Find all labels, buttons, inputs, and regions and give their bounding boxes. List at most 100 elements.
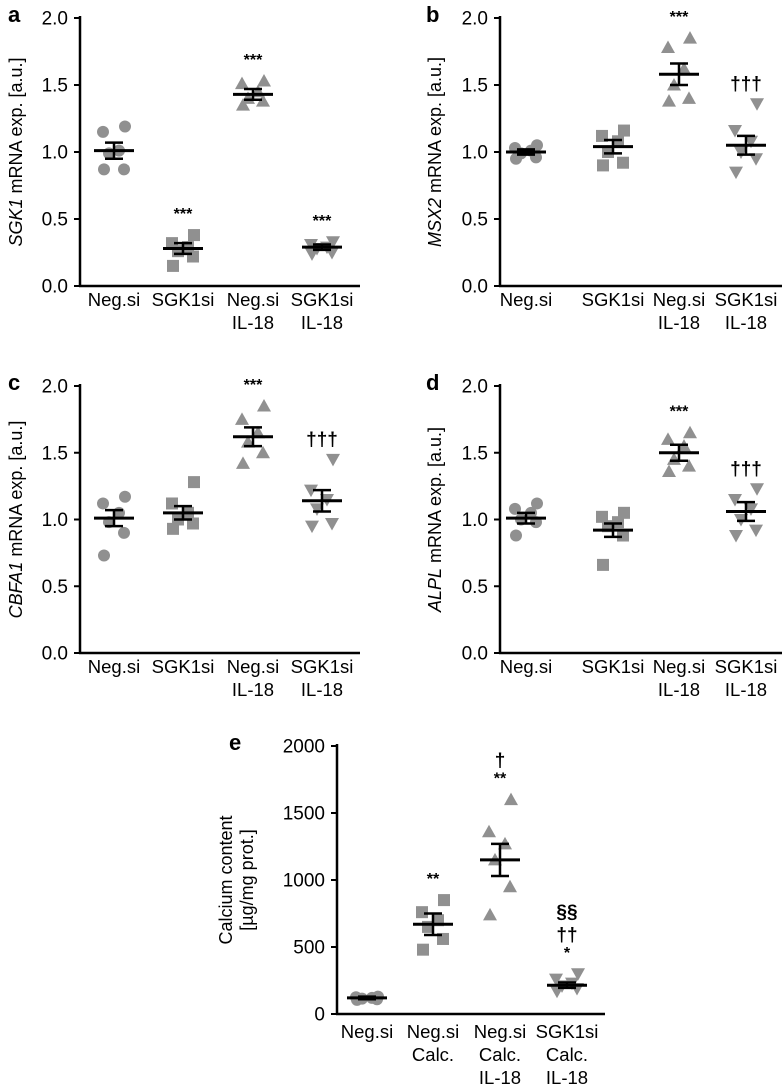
y-tick-label: 1500 [283, 804, 325, 825]
data-point [617, 529, 629, 542]
data-point [571, 968, 585, 981]
data-point [728, 125, 742, 138]
data-point [661, 40, 675, 53]
data-point [734, 146, 748, 159]
y-axis-label: MSX2 mRNA exp. [a.u.] [425, 57, 445, 247]
data-point [119, 490, 131, 503]
data-point [602, 146, 614, 158]
data-point [118, 163, 130, 176]
data-point [682, 91, 696, 104]
panel-letter: c [8, 370, 20, 395]
x-category-label: SGK1si IL-18 [715, 656, 778, 700]
data-point [483, 907, 497, 921]
data-point [119, 120, 131, 133]
data-point [326, 453, 340, 467]
group-2: ** [413, 871, 453, 956]
y-tick-label: 0.5 [42, 210, 68, 231]
y-tick-label: 0.5 [462, 210, 488, 231]
significance-annotation: ** [494, 771, 507, 788]
significance-annotation: *** [313, 213, 332, 230]
y-axis-label: SGK1 mRNA exp. [a.u.] [6, 57, 26, 246]
y-tick-label: 0.0 [462, 277, 488, 298]
data-point [683, 31, 697, 44]
data-point [167, 259, 179, 272]
x-category-label: SGK1si IL-18 [291, 289, 354, 333]
data-point [304, 484, 318, 498]
data-point [118, 526, 130, 539]
data-point [236, 98, 250, 111]
x-category-label: Neg.si [500, 656, 552, 677]
group-4: ††† [726, 74, 766, 180]
data-point [618, 506, 630, 519]
x-category-label: Neg.si IL-18 [227, 656, 279, 700]
x-category-label: Neg.si [88, 289, 140, 310]
group-3: *** [659, 9, 699, 107]
y-axis-label: CBFA1 mRNA exp. [a.u.] [6, 421, 26, 619]
data-point [531, 497, 543, 510]
y-tick-label: 0.5 [462, 577, 488, 598]
data-point [744, 135, 758, 149]
significance-annotation: *** [244, 377, 263, 394]
data-point [662, 94, 676, 107]
data-point [749, 153, 763, 166]
data-point [97, 497, 109, 510]
data-point [251, 425, 265, 439]
y-tick-label: 0.0 [42, 644, 68, 665]
x-category-label: Neg.si IL-18 [653, 656, 705, 700]
y-tick-label: 1.0 [462, 510, 488, 531]
x-category-label: Neg.si Calc. IL-18 [474, 1021, 526, 1088]
group-3: *** [233, 52, 273, 111]
data-point [416, 906, 428, 919]
y-axis-label: ALPL mRNA exp. [a.u.] [425, 427, 445, 613]
x-category-label: SGK1si IL-18 [291, 656, 354, 700]
group-2 [593, 124, 633, 172]
group-2 [593, 506, 633, 571]
panel-letter: e [229, 730, 241, 755]
data-point [98, 163, 110, 176]
data-point [749, 524, 763, 538]
significance-annotation: ††† [306, 429, 338, 450]
x-category-label: SGK1si [152, 656, 215, 677]
data-point [417, 943, 429, 956]
group-4: ††† [726, 459, 766, 543]
data-point [166, 237, 178, 250]
data-point [612, 135, 624, 148]
data-point [438, 894, 450, 907]
significance-annotation: ** [427, 871, 440, 888]
group-4: ††† [302, 429, 342, 534]
group-4: *** [302, 213, 342, 261]
y-tick-label: 2000 [283, 737, 325, 758]
panel-c: c 0.0 0.5 1.0 1.5 2.0 CBFA1 mRNA exp. [a.u.] Ne… [6, 370, 360, 700]
data-point [744, 503, 758, 516]
y-tick-label: 0.5 [42, 577, 68, 598]
data-point [325, 518, 339, 531]
data-point [241, 435, 255, 448]
data-point [98, 549, 110, 562]
data-point [236, 456, 250, 469]
y-axis-label: Calcium content[µg/mg prot.] [216, 815, 257, 944]
y-tick-label: 1000 [283, 871, 325, 892]
data-point [257, 399, 271, 412]
panel-letter: b [426, 2, 439, 27]
y-tick-label: 2.0 [42, 377, 68, 398]
panel-a: a 0.0 0.5 1.0 1.5 2.0 SGK1 mRNA exp. [a.u.] Neg… [6, 2, 360, 333]
y-tick-label: 1.5 [462, 443, 488, 464]
y-tick-label: 0.0 [42, 277, 68, 298]
group-1 [94, 120, 134, 176]
group-1 [506, 497, 546, 542]
y-tick-label: 1.0 [42, 143, 68, 164]
panel-letter: a [8, 2, 21, 27]
data-point [482, 824, 496, 838]
x-category-label: SGK1si [582, 289, 645, 310]
data-point [596, 510, 608, 523]
data-point [597, 159, 609, 172]
significance-annotation: † [495, 751, 506, 772]
data-point [618, 124, 630, 137]
significance-annotation: *** [670, 9, 689, 26]
data-point [729, 166, 743, 180]
y-tick-label: 1.0 [42, 510, 68, 531]
significance-annotation: *** [244, 52, 263, 69]
group-2: *** [163, 206, 203, 272]
x-category-label: Neg.si Calc. [407, 1021, 459, 1065]
